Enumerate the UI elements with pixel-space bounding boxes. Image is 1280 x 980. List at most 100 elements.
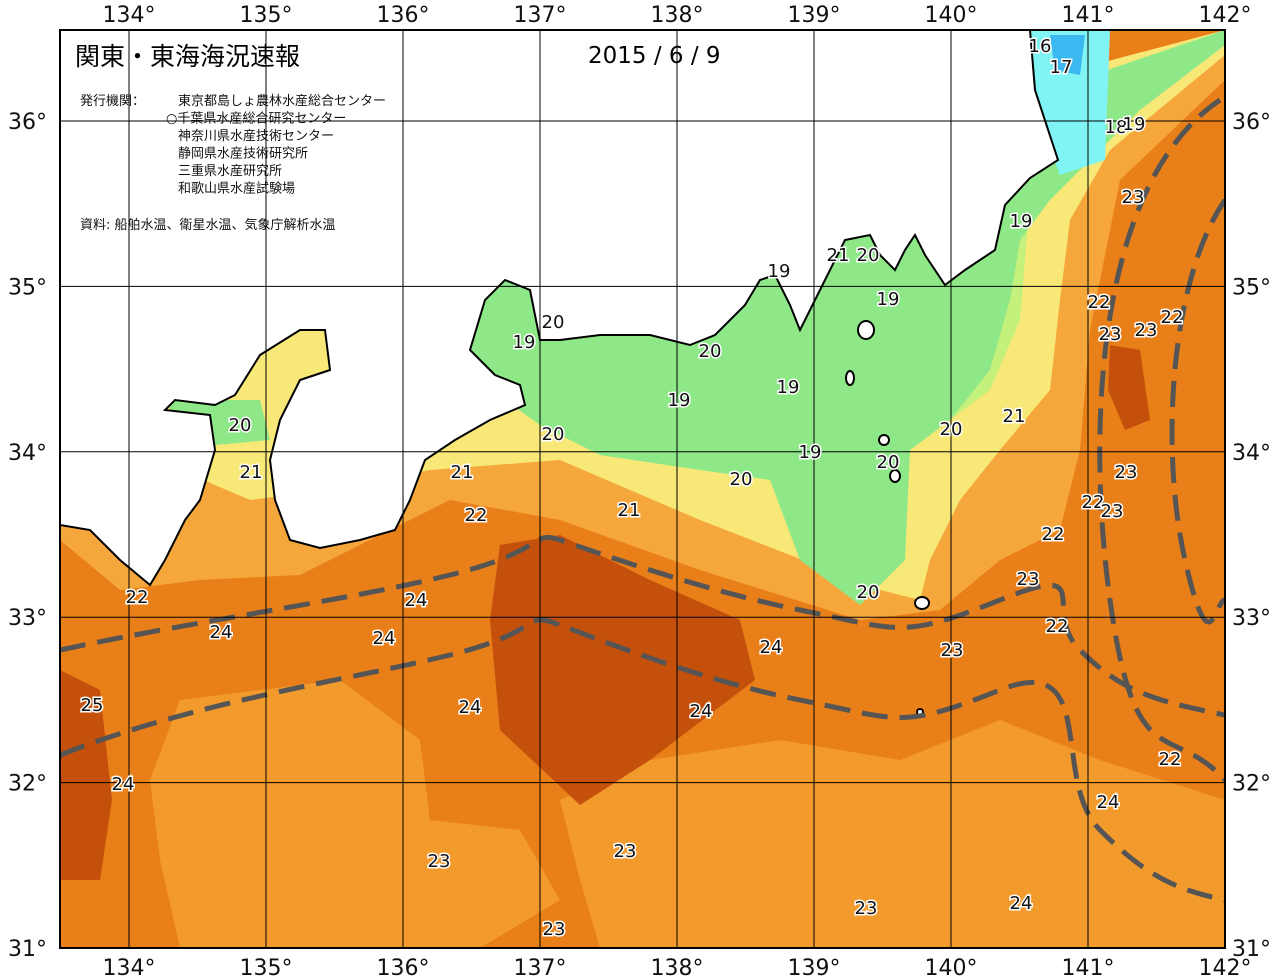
contour-label: 22 — [1159, 749, 1182, 770]
lon-label: 138° — [651, 3, 704, 28]
contour-label: 18 — [1105, 117, 1128, 138]
lat-label: 35° — [8, 275, 47, 300]
issuers: 東京都島しょ農林水産総合センター ○千葉県水産総合研究センター神奈川県水産技術セン… — [166, 93, 386, 197]
contour-label: 19 — [1123, 114, 1146, 135]
title: 関東・東海海況速報 — [75, 42, 300, 71]
lon-label: 142° — [1199, 956, 1252, 980]
contour-label: 23 — [1101, 501, 1124, 522]
contour-label: 23 — [855, 898, 878, 919]
contour-label: 24 — [690, 701, 713, 722]
cold-zone — [1050, 35, 1085, 75]
contour-label: 22 — [1042, 524, 1065, 545]
contour-label: 16 — [1029, 36, 1052, 57]
contour-label: 23 — [614, 841, 637, 862]
warm-zone — [560, 720, 1225, 948]
lon-label: 139° — [788, 3, 841, 28]
issuer: ○千葉県水産総合研究センター — [166, 111, 346, 127]
contour-label: 19 — [799, 442, 822, 463]
contour-label: 24 — [459, 697, 482, 718]
lat-label: 33° — [8, 606, 47, 631]
contour-label: 19 — [777, 377, 800, 398]
source: 資料: 船舶水温、衛星水温、気象庁解析水温 — [80, 217, 336, 233]
contour-label: 23 — [941, 640, 964, 661]
contour-label: 21 — [240, 462, 263, 483]
lon-label: 138° — [651, 956, 704, 980]
lon-label: 135° — [240, 3, 293, 28]
contour-label: 23 — [1122, 187, 1145, 208]
kuroshio-axis — [60, 97, 1225, 903]
contour-label: 23 — [1135, 320, 1158, 341]
contour-label: 24 — [210, 622, 233, 643]
contour-label: 20 — [940, 419, 963, 440]
contour-label: 20 — [542, 312, 565, 333]
contour-label: 24 — [405, 590, 428, 611]
issuer: 三重県水産研究所 — [178, 163, 282, 179]
contour-label: 21 — [827, 245, 850, 266]
lon-label: 136° — [377, 956, 430, 980]
land — [60, 30, 1060, 587]
contour-label: 23 — [1115, 462, 1138, 483]
contour-label: 25 — [81, 695, 104, 716]
contour-label: 23 — [543, 919, 566, 940]
contour-label: 23 — [428, 851, 451, 872]
contour-label: 20 — [699, 341, 722, 362]
contour-label: 24 — [760, 637, 783, 658]
lat-label: 31° — [8, 937, 47, 962]
contour-label: 21 — [1003, 406, 1026, 427]
lon-label: 134° — [103, 3, 156, 28]
contour-label: 24 — [1010, 893, 1033, 914]
contour-label: 19 — [877, 289, 900, 310]
contour-label: 22 — [1088, 292, 1111, 313]
issuer: 和歌山県水産試験場 — [178, 181, 295, 197]
contour-label: 19 — [668, 390, 691, 411]
contour-label: 20 — [542, 424, 565, 445]
contour-label: 22 — [126, 587, 149, 608]
contour-label: 22 — [1161, 307, 1184, 328]
lon-label: 137° — [514, 956, 567, 980]
axis-labels: 134° 134° 135° 135° 136° 136° 137° 137° 138° 138°… — [8, 3, 1271, 980]
lon-label: 140° — [925, 3, 978, 28]
lat-label: 33° — [1232, 606, 1271, 631]
lat-label: 36° — [8, 110, 47, 135]
contour-label: 17 — [1050, 57, 1073, 78]
lat-label: 35° — [1232, 275, 1271, 300]
lat-label: 31° — [1232, 937, 1271, 962]
contour-label: 19 — [513, 332, 536, 353]
lon-label: 141° — [1062, 956, 1115, 980]
contour-label: 23 — [1099, 324, 1122, 345]
contour-label: 23 — [1017, 569, 1040, 590]
lat-label: 34° — [1232, 441, 1271, 466]
lon-label: 139° — [788, 956, 841, 980]
warm-zone — [150, 680, 560, 948]
contour-label: 21 — [618, 500, 641, 521]
lat-label: 36° — [1232, 110, 1271, 135]
contour-label: 20 — [857, 245, 880, 266]
contour-label: 20 — [229, 415, 252, 436]
warm-core — [490, 535, 755, 805]
lon-label: 141° — [1062, 3, 1115, 28]
warm-core — [60, 670, 112, 880]
contour-label: 24 — [112, 774, 135, 795]
contour-label: 24 — [1097, 792, 1120, 813]
lon-label: 135° — [240, 956, 293, 980]
warm-core — [1108, 345, 1150, 430]
contour-label: 20 — [857, 582, 880, 603]
contour-label: 20 — [730, 469, 753, 490]
contour-label: 21 — [451, 462, 474, 483]
contour-label: 22 — [1082, 492, 1105, 513]
lat-label: 34° — [8, 441, 47, 466]
contour-label: 20 — [877, 452, 900, 473]
lat-label: 32° — [8, 772, 47, 797]
lon-label: 140° — [925, 956, 978, 980]
lon-label: 134° — [103, 956, 156, 980]
contour-label: 19 — [768, 261, 791, 282]
contour-label: 19 — [1010, 211, 1033, 232]
contour-label: 24 — [373, 628, 396, 649]
lon-label: 137° — [514, 3, 567, 28]
grid — [60, 30, 1225, 948]
frame — [59, 29, 1226, 949]
issuer: 静岡県水産技術研究所 — [178, 146, 308, 162]
